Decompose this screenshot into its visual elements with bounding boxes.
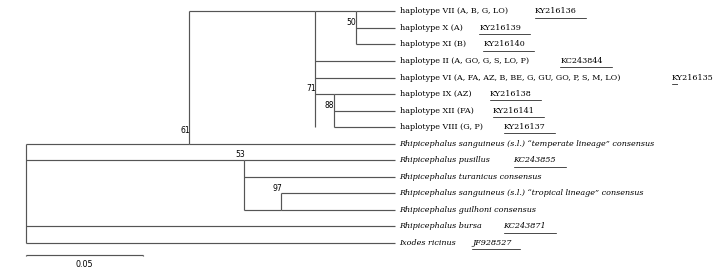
Text: haplotype II (A, GO, G, S, LO, P): haplotype II (A, GO, G, S, LO, P) bbox=[400, 57, 531, 65]
Text: haplotype X (A): haplotype X (A) bbox=[400, 24, 465, 32]
Text: Rhipicephalus pusillus: Rhipicephalus pusillus bbox=[400, 156, 493, 164]
Text: KY216135: KY216135 bbox=[672, 73, 713, 82]
Text: KY216139: KY216139 bbox=[479, 24, 521, 32]
Text: haplotype IX (AZ): haplotype IX (AZ) bbox=[400, 90, 474, 98]
Text: haplotype VI (A, FA, AZ, B, BE, G, GU, GO, P, S, M, LO): haplotype VI (A, FA, AZ, B, BE, G, GU, G… bbox=[400, 73, 623, 82]
Text: 53: 53 bbox=[236, 150, 245, 159]
Text: 88: 88 bbox=[325, 101, 334, 110]
Text: Rhipicephalus sanguineus (s.l.) “temperate lineage” consensus: Rhipicephalus sanguineus (s.l.) “tempera… bbox=[400, 140, 655, 148]
Text: KY216141: KY216141 bbox=[493, 107, 535, 115]
Text: Rhipicephalus bursa: Rhipicephalus bursa bbox=[400, 222, 485, 230]
Text: haplotype VII (A, B, G, LO): haplotype VII (A, B, G, LO) bbox=[400, 7, 511, 15]
Text: haplotype VIII (G, P): haplotype VIII (G, P) bbox=[400, 123, 485, 131]
Text: KY216136: KY216136 bbox=[535, 7, 576, 15]
Text: 71: 71 bbox=[306, 84, 316, 93]
Text: Rhipicephalus turanicus consensus: Rhipicephalus turanicus consensus bbox=[400, 173, 542, 181]
Text: 0.05: 0.05 bbox=[76, 260, 93, 269]
Text: haplotype XI (B): haplotype XI (B) bbox=[400, 41, 468, 48]
Text: 97: 97 bbox=[272, 184, 282, 193]
Text: Rhipicephalus sanguineus (s.l.) “tropical lineage” consensus: Rhipicephalus sanguineus (s.l.) “tropica… bbox=[400, 189, 644, 197]
Text: 50: 50 bbox=[346, 18, 356, 27]
Text: Ixodes ricinus: Ixodes ricinus bbox=[400, 239, 459, 247]
Text: Rhipicephalus guilhoni consensus: Rhipicephalus guilhoni consensus bbox=[400, 206, 536, 214]
Text: KC243855: KC243855 bbox=[513, 156, 556, 164]
Text: haplotype XII (FA): haplotype XII (FA) bbox=[400, 107, 476, 115]
Text: KY216140: KY216140 bbox=[483, 41, 525, 48]
Text: KC243871: KC243871 bbox=[503, 222, 546, 230]
Text: 61: 61 bbox=[180, 126, 190, 135]
Text: KY216137: KY216137 bbox=[504, 123, 546, 131]
Text: JF928527: JF928527 bbox=[472, 239, 511, 247]
Text: KC243844: KC243844 bbox=[560, 57, 603, 65]
Text: KY216138: KY216138 bbox=[490, 90, 532, 98]
